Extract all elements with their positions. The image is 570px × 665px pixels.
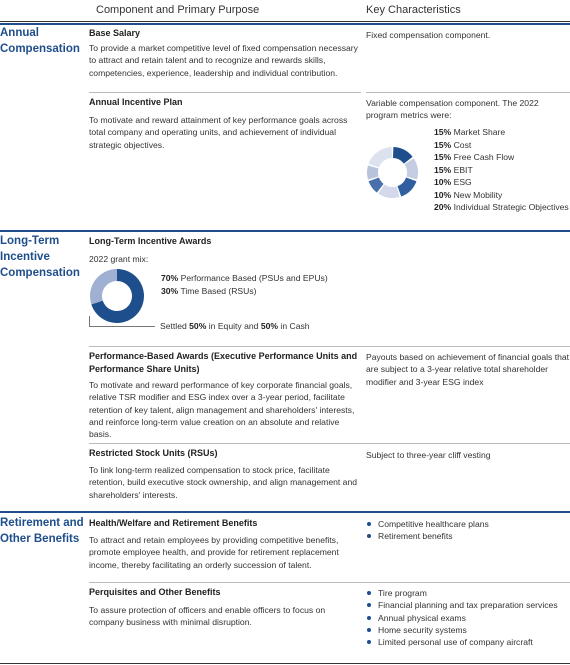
perquisites-title: Perquisites and Other Benefits [89,587,221,597]
annual-incentive-kc: Variable compensation component. The 202… [366,98,539,121]
metric-item: 20% Individual Strategic Objectives [434,202,569,212]
perquisites-list: Tire program Financial planning and tax … [366,587,570,648]
settled-note: Settled 50% in Equity and 50% in Cash [160,321,310,331]
section-rule [0,23,570,25]
rsu-kc: Subject to three-year cliff vesting [366,450,491,460]
section-title-annual: Annual Compensation [0,27,80,55]
row-divider [89,443,570,444]
metric-item: 15% Cost [434,139,472,150]
donut-slice [368,147,392,168]
performance-awards-title: Performance-Based Awards (Executive Perf… [89,351,358,374]
donut-slice [393,147,413,164]
rsu-title: Restricted Stock Units (RSUs) [89,448,218,458]
metric-item: 15% Free Cash Flow [434,152,515,162]
list-item: Limited personal use of company aircraft [366,636,570,648]
donut-slice [404,158,418,180]
section-rule [0,230,570,232]
lti-donut-chart [90,269,144,323]
bullet-icon [367,627,371,632]
grant-mix-label: 2022 grant mix: [89,254,149,264]
perquisites-desc: To assure protection of officers and ena… [89,605,326,628]
header-component: Component and Primary Purpose [96,4,260,16]
rsu-desc: To link long-term realized compensation … [89,465,358,500]
performance-awards-kc: Payouts based on achievement of financia… [366,352,570,387]
metric-item: 10% ESG [434,177,472,187]
bullet-icon [367,534,371,539]
base-salary-kc: Fixed compensation component. [366,30,491,40]
annual-incentive-donut-chart [367,147,418,198]
donut-slice [378,184,400,198]
section-title-long-term: Long-Term Incentive Compensation [0,235,80,279]
list-item: Tire program [366,587,570,599]
time-based-mix: 30% Time Based (RSUs) [161,286,257,296]
health-benefits-list: Competitive healthcare plans Retirement … [366,518,570,543]
donut-slice [91,269,144,323]
row-divider [89,346,570,347]
metric-item: 15% EBIT [434,164,473,175]
lti-awards-title: Long-Term Incentive Awards [89,236,212,246]
list-item: Annual physical exams [366,612,570,624]
health-benefits-title: Health/Welfare and Retirement Benefits [89,518,258,528]
performance-based-mix: 70% Performance Based (PSUs and EPUs) [161,273,328,283]
table-header: Component and Primary Purpose Key Charac… [0,0,570,22]
bullet-icon [367,615,371,620]
settled-bracket [89,316,155,327]
list-item: Competitive healthcare plans [366,518,570,530]
annual-incentive-desc: To motivate and reward attainment of key… [89,115,348,150]
donut-slice [367,165,379,180]
donut-slice [397,177,417,197]
list-item: Financial planning and tax preparation s… [366,599,570,611]
header-characteristics: Key Characteristics [366,4,461,16]
bullet-icon [367,640,371,645]
metric-item: 10% New Mobility [434,189,503,200]
annual-incentive-title: Annual Incentive Plan [89,97,183,107]
base-salary-title: Base Salary [89,28,141,38]
row-divider [366,92,570,93]
metric-item: 15% Market Share [434,127,506,137]
donut-slice [90,269,117,305]
bullet-icon [367,603,371,608]
bullet-icon [367,522,371,526]
health-benefits-desc: To attract and retain employees by provi… [89,535,339,570]
list-item: Home security systems [366,624,570,636]
performance-awards-desc: To motivate and reward performance of ke… [89,380,355,440]
section-rule [0,511,570,513]
list-item: Retirement benefits [366,530,570,542]
row-divider [89,92,361,93]
bullet-icon [367,591,371,595]
table-bottom-rule [0,663,570,664]
base-salary-desc: To provide a market competitive level of… [89,43,358,78]
donut-slice [368,177,384,193]
section-title-retirement: Retirement and Other Benefits [0,517,84,545]
row-divider [89,582,570,583]
